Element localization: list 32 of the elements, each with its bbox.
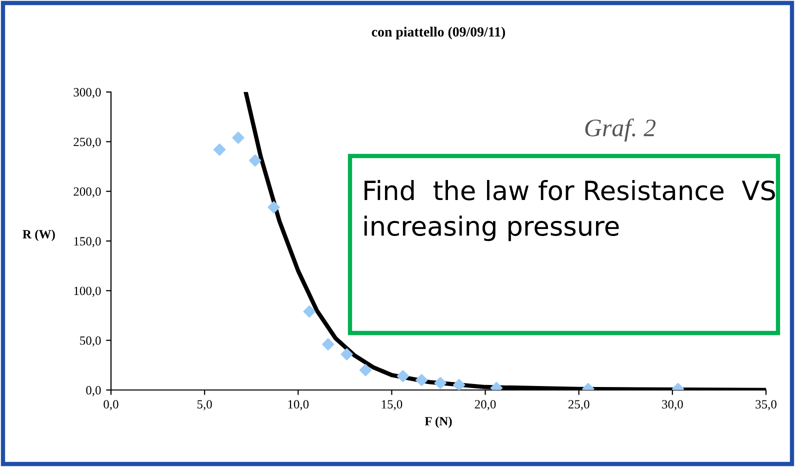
y-tick-label: 150,0	[74, 237, 101, 248]
x-tick-label: 5,0	[197, 400, 212, 410]
y-tick-label: 100,0	[74, 286, 101, 297]
point	[213, 144, 226, 156]
y-tick-label: 0,0	[86, 386, 101, 396]
y-tick-label: 250,0	[74, 138, 101, 148]
point	[303, 305, 316, 318]
y-axis-title: R (W)	[22, 230, 55, 241]
x-tick-label: 20,0	[474, 400, 496, 410]
x-axis-title: F (N)	[424, 416, 452, 428]
point	[249, 154, 262, 167]
y-tick-label: 200,0	[74, 187, 101, 198]
x-tick-label: 35,0	[756, 400, 776, 410]
y-tick-label: 300,0	[74, 88, 101, 98]
x-tick-label: 30,0	[662, 400, 683, 410]
annotation: Graf. 2	[585, 118, 656, 142]
y-tick-label: 50,0	[80, 336, 101, 347]
point	[396, 370, 410, 382]
point	[340, 348, 353, 360]
chart-title: con piattello (09/09/11)	[372, 26, 506, 40]
point	[232, 132, 244, 144]
x-tick-label: 0,0	[104, 400, 118, 410]
x-tick-label: 10,0	[288, 400, 309, 410]
point	[268, 201, 280, 214]
x-tick-label: 25,0	[568, 400, 590, 410]
point	[359, 364, 372, 376]
point	[434, 376, 446, 390]
point	[416, 374, 428, 386]
annotation: Find the law for Resistance VS increasing pressure	[364, 180, 775, 242]
point	[453, 378, 466, 390]
x-tick-label: 15,0	[382, 400, 402, 410]
point	[322, 338, 334, 350]
